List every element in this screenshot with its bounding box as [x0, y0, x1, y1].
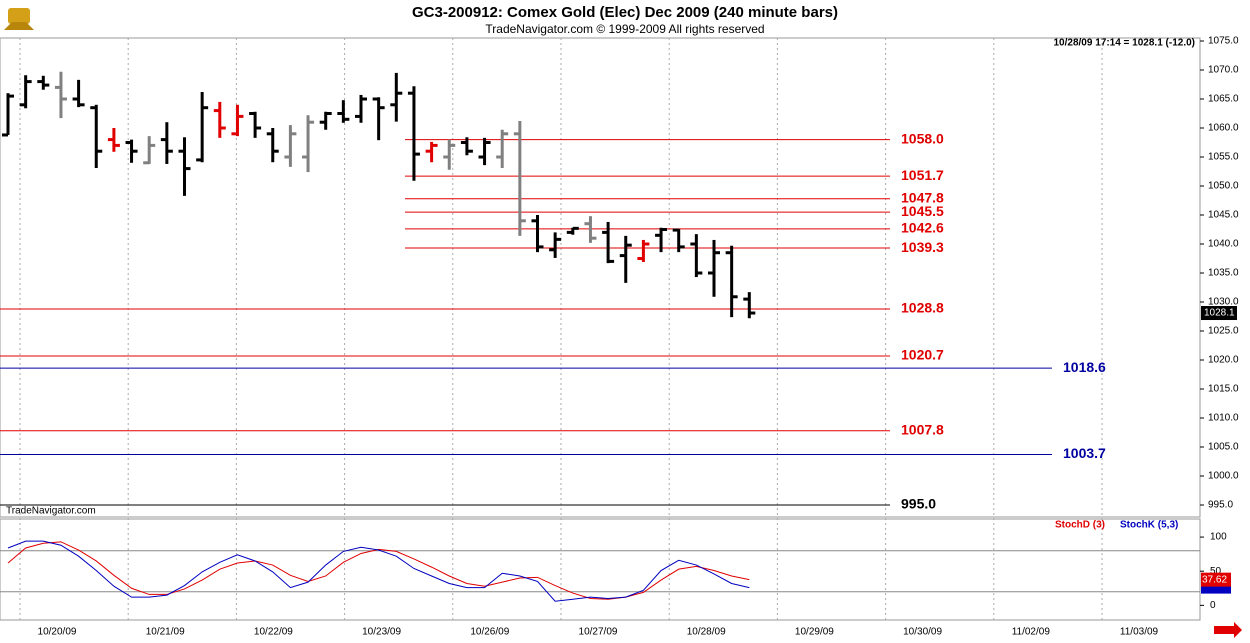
- y-tick-label: 995.0: [1208, 500, 1233, 511]
- y-tick-label: 1000.0: [1208, 471, 1239, 482]
- y-tick-label: 1065.0: [1208, 94, 1239, 105]
- level-label: 1045.5: [901, 203, 944, 219]
- y-tick-label: 50: [1210, 566, 1222, 577]
- price-panel: [0, 37, 1201, 518]
- x-tick-label: 10/26/09: [470, 627, 509, 638]
- y-tick-label: 1060.0: [1208, 123, 1239, 134]
- x-tick-label: 11/02/09: [1012, 627, 1051, 638]
- last-d-label: 37.62: [1202, 574, 1227, 585]
- level-label: 1003.7: [1063, 445, 1106, 461]
- x-tick-label: 10/28/09: [687, 627, 726, 638]
- level-label: 1051.7: [901, 167, 944, 183]
- y-tick-label: 1020.0: [1208, 355, 1239, 366]
- x-tick-label: 10/23/09: [362, 627, 401, 638]
- level-label: 1020.7: [901, 347, 944, 363]
- y-tick-label: 1035.0: [1208, 268, 1239, 279]
- x-tick-label: 10/22/09: [254, 627, 293, 638]
- y-tick-label: 1075.0: [1208, 36, 1239, 47]
- last-quote: 10/28/09 17:14 = 1028.1 (-12.0): [1054, 38, 1196, 49]
- level-label: 1047.8: [901, 189, 944, 205]
- y-tick-label: 1005.0: [1208, 442, 1239, 453]
- chart-title: GC3-200912: Comex Gold (Elec) Dec 2009 (…: [412, 4, 838, 21]
- y-tick-label: 1010.0: [1208, 413, 1239, 424]
- watermark: TradeNavigator.com: [6, 506, 96, 517]
- last-price-box: [1201, 306, 1237, 321]
- y-tick-label: 1030.0: [1208, 297, 1239, 308]
- legend-entry: StochD (3): [1055, 520, 1105, 531]
- y-tick-label: 100: [1210, 532, 1227, 543]
- last-price-label: 1028.1: [1204, 308, 1235, 319]
- x-tick-label: 10/20/09: [38, 627, 77, 638]
- stoch-line: [7, 540, 750, 602]
- level-label: 1018.6: [1063, 359, 1106, 375]
- last-d-box: [1201, 572, 1231, 587]
- y-tick-label: 0: [1210, 600, 1216, 611]
- subtitle: TradeNavigator.com © 1999-2009 All right…: [485, 22, 764, 36]
- level-label: 995.0: [901, 496, 936, 512]
- x-tick-label: 10/27/09: [579, 627, 618, 638]
- y-tick-label: 1040.0: [1208, 239, 1239, 250]
- x-tick-label: 10/29/09: [795, 627, 834, 638]
- legend-entry: StochK (5,3): [1120, 520, 1178, 531]
- y-tick-label: 1025.0: [1208, 326, 1239, 337]
- x-tick-label: 11/03/09: [1120, 627, 1159, 638]
- stoch-panel: [0, 518, 1201, 621]
- y-tick-label: 1070.0: [1208, 65, 1239, 76]
- y-tick-label: 1015.0: [1208, 384, 1239, 395]
- logo: [4, 8, 34, 30]
- level-label: 1007.8: [901, 421, 944, 437]
- level-label: 1039.3: [901, 239, 944, 255]
- x-tick-label: 10/30/09: [903, 627, 942, 638]
- y-tick-label: 1045.0: [1208, 210, 1239, 221]
- level-label: 1028.8: [901, 300, 944, 316]
- y-tick-label: 1050.0: [1208, 181, 1239, 192]
- x-tick-label: 10/21/09: [146, 627, 185, 638]
- level-label: 1042.6: [901, 220, 944, 236]
- level-label: 1058.0: [901, 130, 944, 146]
- y-tick-label: 1055.0: [1208, 152, 1239, 163]
- scroll-arrow[interactable]: [1214, 622, 1242, 638]
